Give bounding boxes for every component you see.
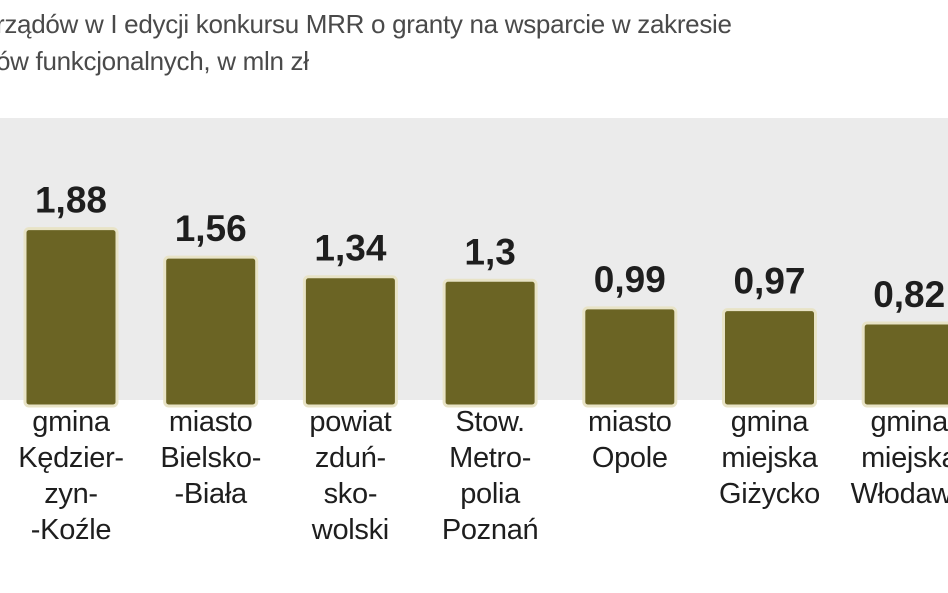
- category-label-line: miejska: [861, 442, 948, 474]
- category-label-line: gmina: [730, 406, 809, 438]
- category-label-line: miejska: [721, 442, 818, 474]
- category-label-line: -Biała: [174, 478, 248, 510]
- value-label-1: 1,88: [35, 180, 107, 221]
- category-label-line: Bielsko-: [160, 442, 262, 474]
- category-label-line: gmina: [32, 406, 110, 438]
- category-label-line: Giżycko: [718, 478, 821, 510]
- category-label-2: miasto Bielsko- -Biała: [136, 404, 286, 512]
- bar-6: [722, 308, 817, 408]
- category-label-line: zyn-: [44, 478, 98, 510]
- category-label-3: powiat zduń-sko-wolski: [275, 404, 425, 548]
- bar-2: [163, 255, 259, 408]
- category-label-line: miasto: [587, 406, 672, 438]
- bar-5: [582, 306, 678, 408]
- category-label-line: Kędzier-: [18, 442, 124, 474]
- category-label-line: wolski: [311, 514, 389, 546]
- category-label-line: polia: [460, 478, 520, 510]
- subtitle-line-1: rządów w I edycji konkursu MRR o granty …: [0, 9, 732, 39]
- category-label-line: Metro-: [449, 442, 532, 474]
- category-label-line: miasto: [168, 406, 253, 438]
- category-label-7: gmina miejska Włodawa: [834, 404, 948, 512]
- category-label-line: powiat: [309, 406, 392, 438]
- bar-3: [302, 275, 398, 408]
- category-label-line: gmina: [870, 406, 948, 438]
- value-label-2: 1,56: [175, 208, 247, 249]
- category-label-6: gmina miejska Giżycko: [695, 404, 845, 512]
- category-label-line: Włodawa: [850, 478, 948, 510]
- category-label-1: gmina Kędzier-zyn- -Koźle: [0, 404, 146, 548]
- category-label-line: sko-: [323, 478, 378, 510]
- category-label-line: Poznań: [441, 514, 539, 546]
- category-label-line: Opole: [591, 442, 668, 474]
- bar-7: [861, 321, 948, 408]
- category-label-line: zduń-: [314, 442, 386, 474]
- subtitle-line-2: ów funkcjonalnych, w mln zł: [0, 46, 309, 76]
- value-label-7: 0,82: [873, 274, 945, 315]
- chart-subtitle: rządów w I edycji konkursu MRR o granty …: [0, 6, 948, 80]
- value-label-4: 1,3: [464, 231, 515, 272]
- value-label-5: 0,99: [594, 259, 666, 300]
- bar-4: [442, 278, 538, 408]
- bar-1: [23, 227, 119, 408]
- value-label-6: 0,97: [733, 261, 805, 302]
- category-label-line: -Koźle: [30, 514, 112, 546]
- category-label-5: miasto Opole: [555, 404, 705, 476]
- category-label-line: Stow.: [455, 406, 525, 438]
- value-label-3: 1,34: [314, 228, 386, 269]
- category-label-4: Stow. Metro-polia Poznań: [415, 404, 565, 548]
